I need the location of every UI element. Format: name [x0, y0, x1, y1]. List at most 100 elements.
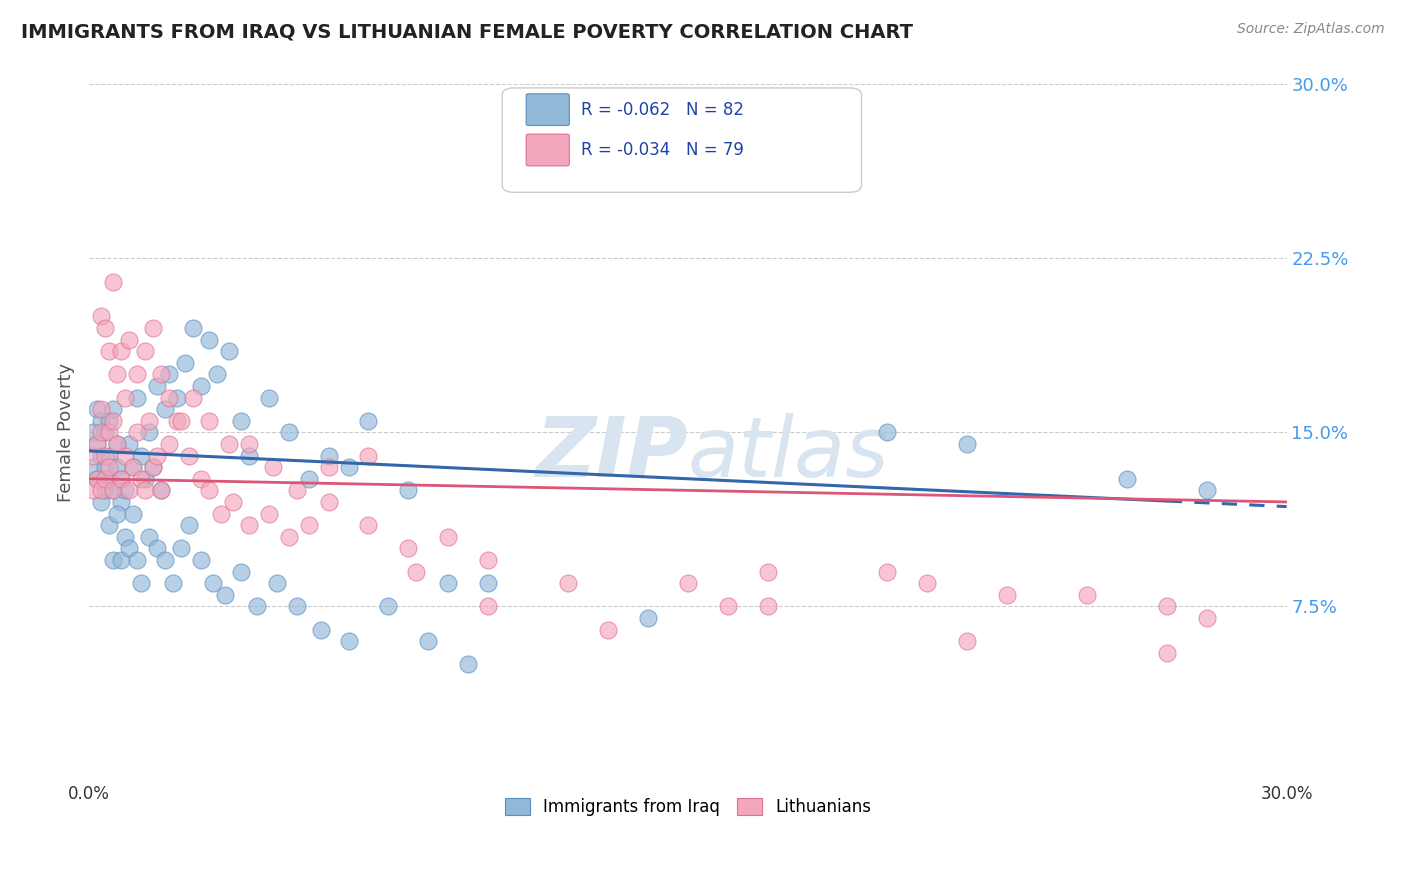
Point — [82, 449, 104, 463]
Point — [122, 460, 145, 475]
Point — [457, 657, 479, 672]
Point — [138, 414, 160, 428]
Point — [477, 553, 499, 567]
Point — [122, 460, 145, 475]
Point — [157, 437, 180, 451]
Point — [86, 437, 108, 451]
Point — [396, 541, 419, 556]
Point — [101, 553, 124, 567]
Point — [209, 507, 232, 521]
Point — [198, 414, 221, 428]
Point — [201, 576, 224, 591]
Point — [557, 576, 579, 591]
Point — [98, 449, 121, 463]
Point — [98, 344, 121, 359]
Point — [257, 507, 280, 521]
Point — [94, 472, 117, 486]
Point — [110, 472, 132, 486]
Point — [357, 518, 380, 533]
Point — [129, 472, 152, 486]
Point — [98, 472, 121, 486]
Point — [377, 599, 399, 614]
Point — [318, 449, 340, 463]
Point — [118, 437, 141, 451]
Point — [190, 472, 212, 486]
Point — [134, 483, 156, 498]
Point — [157, 391, 180, 405]
Point — [285, 599, 308, 614]
Point — [246, 599, 269, 614]
Point — [142, 321, 165, 335]
Text: R = -0.034   N = 79: R = -0.034 N = 79 — [581, 141, 744, 159]
Point — [214, 588, 236, 602]
Point — [94, 483, 117, 498]
Point — [101, 483, 124, 498]
Point — [257, 391, 280, 405]
Point — [101, 402, 124, 417]
Point — [82, 425, 104, 440]
Point — [181, 321, 204, 335]
Point — [153, 553, 176, 567]
Point — [162, 576, 184, 591]
Point — [90, 449, 112, 463]
Point — [917, 576, 939, 591]
Text: atlas: atlas — [688, 413, 890, 494]
Point — [118, 483, 141, 498]
Point — [90, 425, 112, 440]
Point — [1116, 472, 1139, 486]
Point — [94, 460, 117, 475]
Point — [125, 553, 148, 567]
Point — [110, 495, 132, 509]
Point — [98, 414, 121, 428]
Point — [90, 495, 112, 509]
Point — [596, 623, 619, 637]
Point — [297, 518, 319, 533]
Point — [118, 333, 141, 347]
Point — [118, 541, 141, 556]
Point — [717, 599, 740, 614]
Point — [82, 483, 104, 498]
Point — [101, 275, 124, 289]
Point — [676, 576, 699, 591]
Point — [98, 460, 121, 475]
Point — [218, 437, 240, 451]
Point — [266, 576, 288, 591]
Point — [90, 402, 112, 417]
Point — [190, 379, 212, 393]
Point — [337, 460, 360, 475]
Point — [94, 449, 117, 463]
Point — [222, 495, 245, 509]
Point — [105, 460, 128, 475]
Point — [149, 483, 172, 498]
Point — [309, 623, 332, 637]
Point — [177, 449, 200, 463]
Point — [170, 414, 193, 428]
Point — [125, 391, 148, 405]
Point — [146, 379, 169, 393]
Point — [101, 414, 124, 428]
Point — [756, 599, 779, 614]
Point — [149, 483, 172, 498]
Point — [86, 402, 108, 417]
Point — [396, 483, 419, 498]
Point — [146, 541, 169, 556]
Point — [238, 449, 260, 463]
Point — [125, 368, 148, 382]
Point — [262, 460, 284, 475]
Point — [142, 460, 165, 475]
Point — [153, 402, 176, 417]
Point — [190, 553, 212, 567]
Point — [138, 425, 160, 440]
Point — [105, 437, 128, 451]
Point — [114, 483, 136, 498]
Point — [297, 472, 319, 486]
Point — [90, 483, 112, 498]
Point — [149, 368, 172, 382]
Point — [82, 460, 104, 475]
Point — [205, 368, 228, 382]
Point — [277, 530, 299, 544]
Point — [86, 472, 108, 486]
Point — [357, 449, 380, 463]
Point — [101, 483, 124, 498]
Point — [318, 460, 340, 475]
